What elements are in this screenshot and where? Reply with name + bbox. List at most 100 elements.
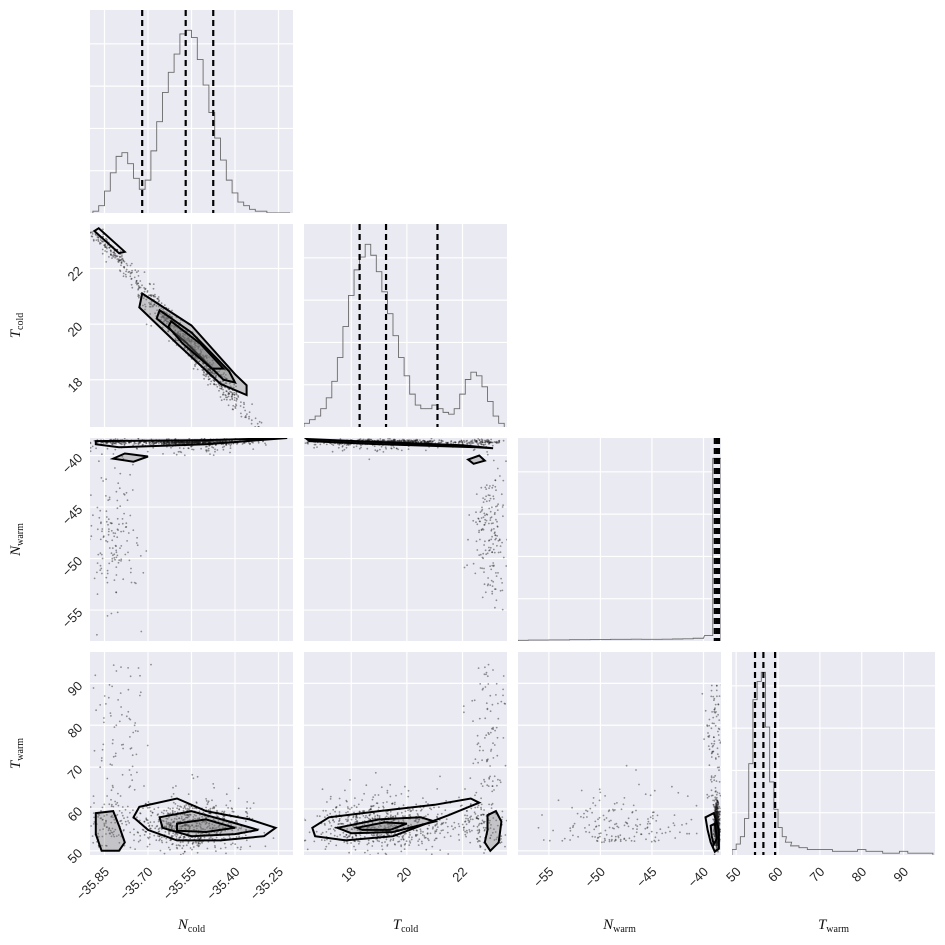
sample-point: [334, 829, 336, 832]
sample-point: [99, 239, 102, 241]
sample-point: [490, 750, 492, 752]
sample-point: [716, 816, 719, 819]
sample-point: [154, 827, 157, 830]
sample-point: [231, 392, 234, 394]
sample-point: [230, 843, 233, 846]
sample-point: [105, 516, 108, 518]
sample-point: [152, 305, 154, 308]
sample-point: [102, 441, 104, 444]
sample-point: [188, 825, 191, 828]
sample-point: [91, 235, 94, 238]
sample-point: [198, 823, 201, 825]
sample-point: [499, 779, 501, 782]
sample-point: [467, 819, 470, 822]
sample-point: [211, 828, 214, 830]
sample-point: [90, 825, 92, 827]
sample-point: [186, 809, 188, 812]
sample-point: [106, 572, 109, 575]
sample-point: [316, 815, 319, 817]
sample-point: [421, 842, 423, 845]
sample-point: [203, 441, 205, 444]
sample-point: [201, 440, 204, 443]
sample-point: [335, 806, 337, 808]
sample-point: [137, 438, 140, 440]
sample-point: [131, 271, 134, 274]
sample-point: [145, 323, 148, 326]
sample-point: [716, 811, 719, 813]
sample-point: [495, 489, 497, 492]
sample-point: [716, 806, 719, 809]
sample-point: [195, 362, 198, 365]
sample-point: [197, 346, 200, 349]
sample-point: [355, 821, 358, 824]
sample-point: [493, 441, 496, 443]
sample-point: [488, 441, 491, 444]
sample-point: [478, 554, 481, 556]
sample-point: [179, 334, 182, 336]
sample-point: [395, 794, 397, 797]
sample-point: [428, 440, 431, 443]
sample-point: [193, 341, 196, 344]
sample-point: [172, 325, 175, 327]
sample-point: [355, 445, 358, 448]
sample-point: [182, 807, 185, 810]
sample-point: [204, 441, 206, 444]
sample-point: [105, 442, 108, 444]
sample-point: [167, 846, 170, 849]
sample-point: [425, 441, 428, 444]
sample-point: [490, 807, 493, 809]
sample-point: [494, 479, 497, 482]
sample-point: [187, 832, 190, 835]
sample-point: [483, 829, 486, 832]
sample-point: [478, 828, 481, 831]
sample-point: [171, 309, 173, 312]
sample-point: [323, 839, 326, 842]
sample-point: [139, 834, 142, 837]
sample-point: [589, 807, 592, 810]
sample-point: [469, 816, 471, 819]
sample-point: [713, 809, 716, 811]
sample-point: [148, 836, 151, 838]
sample-point: [402, 838, 405, 841]
sample-point: [129, 831, 132, 834]
sample-point: [613, 802, 616, 805]
sample-point: [599, 832, 602, 834]
sample-point: [415, 438, 418, 441]
sample-point: [127, 551, 129, 554]
sample-point: [490, 538, 493, 541]
sample-point: [188, 340, 191, 343]
sample-point: [393, 446, 395, 449]
sample-point: [135, 271, 138, 274]
sample-point: [205, 354, 207, 357]
sample-point: [248, 415, 251, 418]
sample-point: [459, 805, 462, 807]
sample-point: [335, 844, 338, 847]
sample-point: [392, 438, 395, 441]
sample-point: [122, 266, 125, 268]
sample-point: [332, 819, 334, 822]
sample-point: [496, 505, 499, 507]
sample-point: [393, 439, 396, 442]
sample-point: [493, 564, 495, 567]
sample-point: [88, 530, 90, 532]
sample-point: [240, 826, 243, 828]
sample-point: [185, 816, 187, 819]
sample-point: [493, 744, 496, 746]
sample-point: [307, 442, 309, 445]
sample-point: [471, 439, 474, 442]
sample-point: [135, 280, 138, 282]
sample-point: [370, 438, 372, 441]
sample-point: [150, 814, 153, 817]
sample-point: [480, 486, 483, 489]
sample-point: [468, 821, 470, 824]
sample-point: [91, 231, 94, 233]
sample-point: [208, 356, 211, 358]
sample-point: [244, 810, 247, 813]
sample-point: [444, 821, 447, 824]
sample-point: [121, 518, 124, 520]
sample-point: [113, 535, 116, 538]
sample-point: [476, 549, 479, 551]
sample-point: [126, 264, 129, 267]
sample-point: [265, 444, 267, 446]
sample-point: [188, 438, 191, 440]
